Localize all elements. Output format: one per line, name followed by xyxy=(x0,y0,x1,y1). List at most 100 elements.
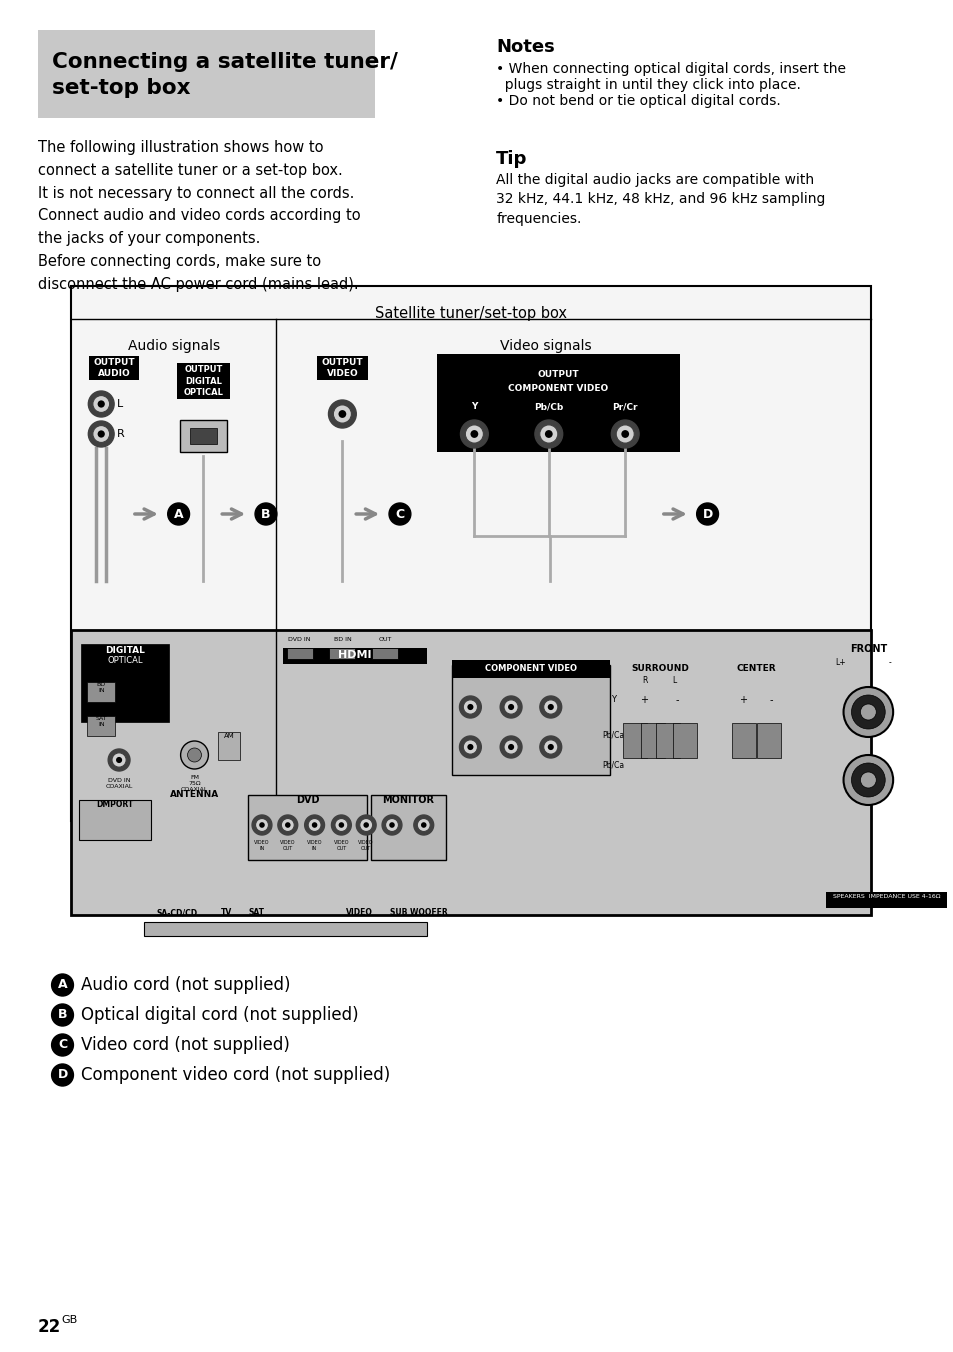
Circle shape xyxy=(259,822,265,827)
Circle shape xyxy=(188,748,201,763)
Text: A: A xyxy=(57,979,68,991)
Circle shape xyxy=(389,822,395,827)
Text: SA-CD/CD: SA-CD/CD xyxy=(156,909,197,917)
Text: BD
IN: BD IN xyxy=(96,681,106,692)
Bar xyxy=(622,723,646,758)
Text: SAT: SAT xyxy=(248,909,264,917)
Circle shape xyxy=(860,772,876,788)
Bar xyxy=(38,30,375,118)
Bar xyxy=(190,429,217,443)
Circle shape xyxy=(463,740,477,754)
Circle shape xyxy=(543,700,558,714)
Text: COMPONENT VIDEO: COMPONENT VIDEO xyxy=(508,384,608,393)
Text: DIGITAL: DIGITAL xyxy=(105,646,145,654)
Circle shape xyxy=(465,425,483,443)
Circle shape xyxy=(543,740,558,754)
Circle shape xyxy=(547,704,554,710)
Text: R: R xyxy=(641,676,647,685)
Circle shape xyxy=(335,818,348,831)
Text: C: C xyxy=(58,1038,67,1052)
Circle shape xyxy=(112,753,126,767)
Text: VIDEO
OUT: VIDEO OUT xyxy=(334,840,349,850)
Circle shape xyxy=(459,696,481,718)
Bar xyxy=(640,723,664,758)
Text: Y: Y xyxy=(471,402,477,411)
Text: SPEAKERS  IMPEDANCE USE 4-16Ω: SPEAKERS IMPEDANCE USE 4-16Ω xyxy=(833,894,940,899)
Text: Notes: Notes xyxy=(496,38,555,55)
Circle shape xyxy=(255,818,268,831)
Text: Video cord (not supplied): Video cord (not supplied) xyxy=(81,1036,290,1055)
Bar xyxy=(144,922,426,936)
Circle shape xyxy=(620,430,628,438)
Circle shape xyxy=(842,754,892,804)
Circle shape xyxy=(51,1064,73,1086)
Text: C: C xyxy=(395,507,404,521)
Circle shape xyxy=(420,822,426,827)
Circle shape xyxy=(616,425,634,443)
Bar xyxy=(71,630,870,915)
Text: Component video cord (not supplied): Component video cord (not supplied) xyxy=(81,1065,390,1084)
Text: D: D xyxy=(701,507,712,521)
Circle shape xyxy=(116,757,122,763)
Circle shape xyxy=(547,744,554,750)
Bar xyxy=(282,648,426,664)
Circle shape xyxy=(381,815,401,836)
Text: Tip: Tip xyxy=(496,150,527,168)
Circle shape xyxy=(459,735,481,758)
Circle shape xyxy=(331,815,351,836)
Circle shape xyxy=(842,687,892,737)
Circle shape xyxy=(333,404,351,423)
Text: DVD: DVD xyxy=(295,795,319,804)
Circle shape xyxy=(851,763,884,796)
Circle shape xyxy=(308,818,321,831)
Bar xyxy=(732,723,756,758)
Circle shape xyxy=(168,503,190,525)
Text: OUTPUT: OUTPUT xyxy=(537,370,578,379)
Circle shape xyxy=(277,815,297,836)
Bar xyxy=(436,354,679,452)
Circle shape xyxy=(363,822,369,827)
Text: VIDEO
OUT: VIDEO OUT xyxy=(280,840,295,850)
Circle shape xyxy=(851,695,884,729)
Bar xyxy=(656,723,679,758)
Circle shape xyxy=(416,818,430,831)
Circle shape xyxy=(470,430,477,438)
Circle shape xyxy=(180,741,208,769)
Bar xyxy=(287,648,313,658)
Text: TV: TV xyxy=(220,909,232,917)
Text: -: - xyxy=(888,658,891,667)
Text: DVD IN
COAXIAL: DVD IN COAXIAL xyxy=(105,777,132,788)
Text: Pr/Cr: Pr/Cr xyxy=(612,402,638,411)
Text: VIDEO: VIDEO xyxy=(345,909,373,917)
Text: OUTPUT
VIDEO: OUTPUT VIDEO xyxy=(321,358,363,379)
Circle shape xyxy=(97,430,105,438)
Circle shape xyxy=(385,818,398,831)
Text: -: - xyxy=(768,695,772,704)
Circle shape xyxy=(467,704,473,710)
Text: VIDEO
IN: VIDEO IN xyxy=(254,840,270,850)
Circle shape xyxy=(535,420,562,448)
Text: BD IN: BD IN xyxy=(334,637,351,642)
Text: B: B xyxy=(261,507,271,521)
Text: HDMI: HDMI xyxy=(337,650,371,660)
Bar xyxy=(451,665,610,775)
Circle shape xyxy=(108,749,130,771)
Bar xyxy=(824,892,949,909)
Circle shape xyxy=(467,744,473,750)
Text: VIDEO
OUT: VIDEO OUT xyxy=(358,840,374,850)
Text: plugs straight in until they click into place.: plugs straight in until they click into … xyxy=(496,78,801,92)
Circle shape xyxy=(508,704,514,710)
Circle shape xyxy=(860,704,876,721)
Text: Pb/Cb: Pb/Cb xyxy=(534,402,563,411)
Bar xyxy=(218,731,240,760)
Text: Video signals: Video signals xyxy=(499,339,591,353)
Circle shape xyxy=(285,822,291,827)
FancyBboxPatch shape xyxy=(179,420,227,452)
Text: L: L xyxy=(672,676,677,685)
Bar xyxy=(176,362,230,399)
Text: Audio signals: Audio signals xyxy=(128,339,219,353)
Circle shape xyxy=(359,818,373,831)
Text: Connecting a satellite tuner/: Connecting a satellite tuner/ xyxy=(51,51,397,72)
Text: SURROUND: SURROUND xyxy=(630,664,688,673)
Circle shape xyxy=(92,426,110,442)
